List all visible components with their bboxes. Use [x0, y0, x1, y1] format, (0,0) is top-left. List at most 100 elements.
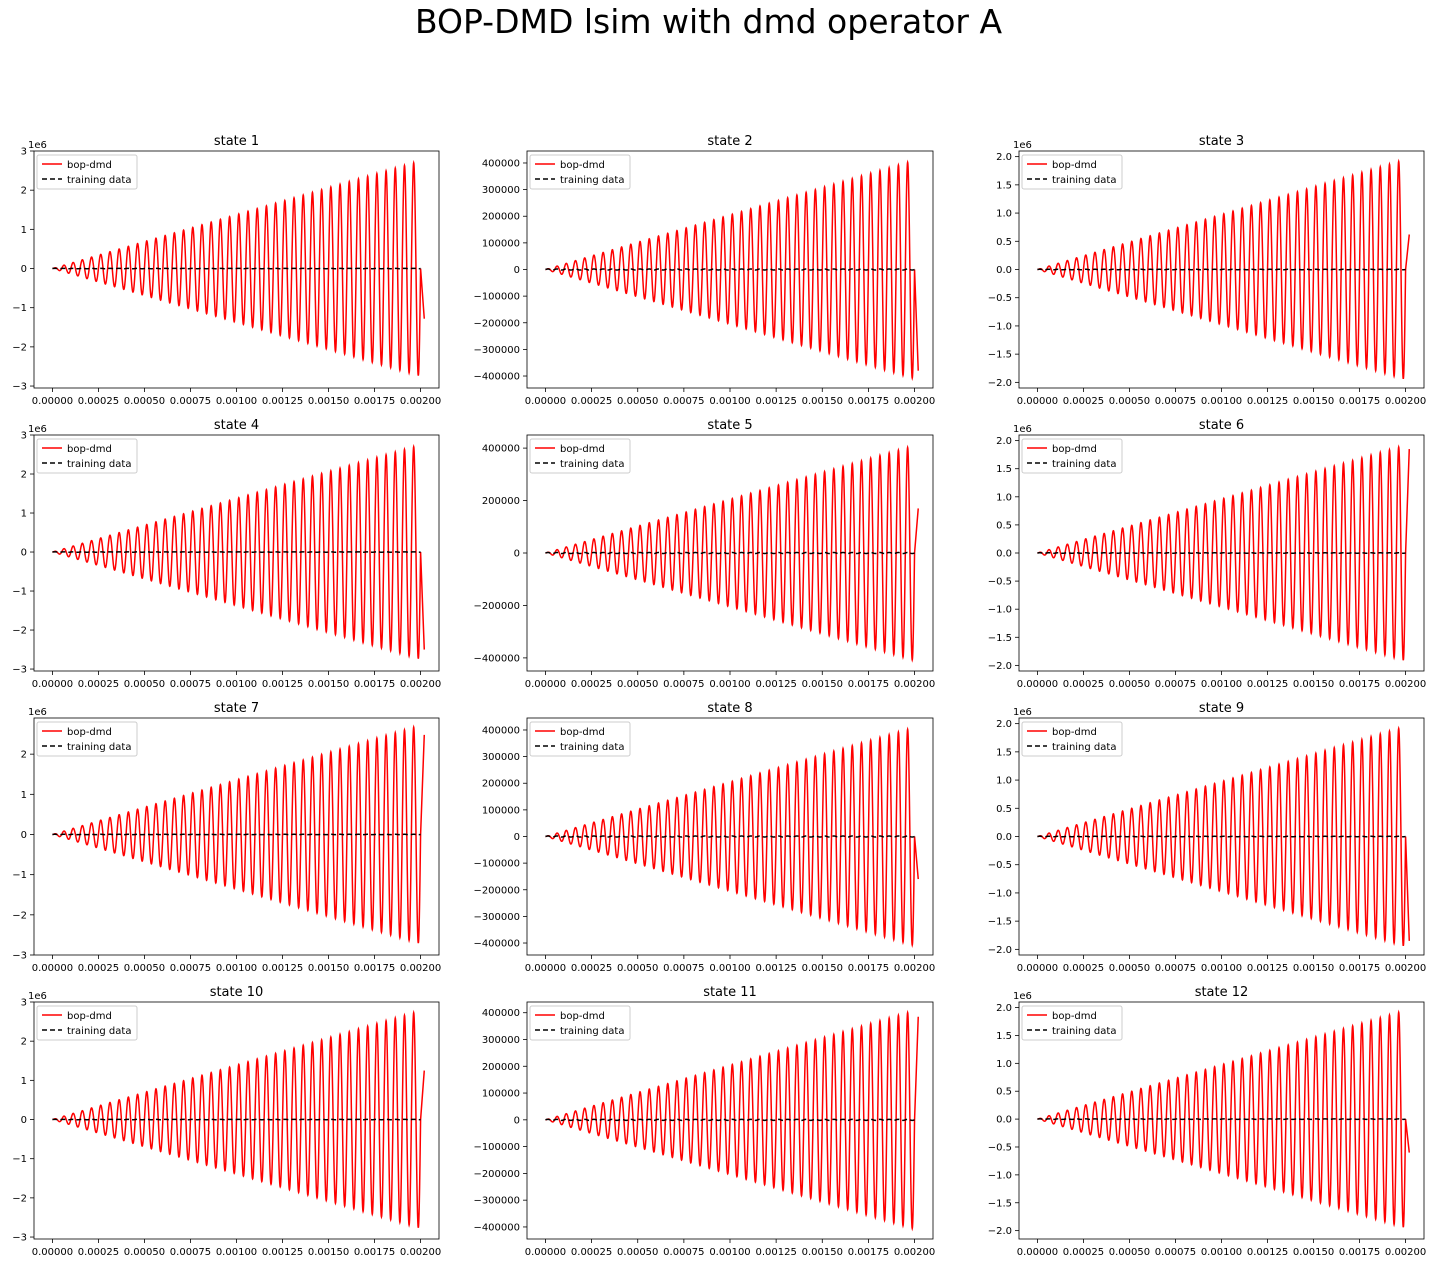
series-bop-dmd-line [1037, 158, 1411, 380]
x-tick-label: 0.00000 [1017, 963, 1058, 974]
x-tick-label: 0.00125 [1247, 396, 1288, 407]
x-tick-label: 0.00200 [894, 679, 935, 690]
y-tick-label: 2.0 [996, 719, 1012, 730]
y-scale-label: 1e6 [1013, 707, 1032, 718]
y-tick-label: 3 [21, 431, 27, 442]
y-tick-label: −400000 [473, 1222, 520, 1233]
x-tick-label: 0.00075 [170, 679, 211, 690]
subplot-title: state 6 [1199, 418, 1244, 433]
y-tick-label: 0.0 [996, 1115, 1012, 1126]
x-tick-label: 0.00200 [1385, 396, 1426, 407]
x-tick-label: 0.00100 [1201, 963, 1242, 974]
y-tick-label: −1.0 [988, 1170, 1012, 1181]
y-tick-label: 0 [514, 265, 520, 276]
y-scale-label: 1e6 [28, 424, 47, 435]
y-tick-label: −100000 [473, 292, 520, 303]
y-tick-label: 1 [21, 1076, 27, 1087]
y-tick-label: 100000 [482, 805, 520, 816]
y-tick-label: −1.5 [988, 350, 1012, 361]
legend: bop-dmd training data [529, 438, 631, 474]
legend-label-bop-dmd: bop-dmd [67, 727, 112, 738]
y-tick-label: −2.0 [988, 378, 1012, 389]
subplot-5: state 5 0.00000 0.00025 0.00050 0.00075 0.001… [473, 418, 935, 690]
x-tick-label: 0.00000 [525, 679, 566, 690]
axes-frame [33, 434, 440, 672]
x-tick-label: 0.00200 [1385, 963, 1426, 974]
legend: bop-dmd training data [1021, 1005, 1123, 1041]
y-tick-label: −0.5 [988, 293, 1012, 304]
y-tick-label: 1 [21, 225, 27, 236]
legend-label-training-data: training data [67, 742, 131, 753]
y-tick-label: 0.0 [996, 832, 1012, 843]
subplot-7: state 7 1e6 0.00000 0.00025 0.00050 0.00075 0.… [12, 701, 441, 974]
y-tick-label: 400000 [482, 158, 520, 169]
subplot-4: state 4 1e6 0.00000 0.00025 0.00050 0.00075 0.… [12, 418, 441, 690]
axes-frame [33, 150, 440, 389]
y-tick-label: 2.0 [996, 436, 1012, 447]
x-tick-label: 0.00200 [1385, 1247, 1426, 1258]
legend-label-training-data: training data [1052, 1026, 1116, 1037]
y-tick-label: −200000 [473, 318, 520, 329]
subplot-title: state 8 [707, 701, 752, 716]
y-tick-label: 1.5 [996, 747, 1012, 758]
legend: bop-dmd training data [1021, 154, 1123, 190]
y-tick-label: 400000 [482, 1008, 520, 1019]
x-tick-label: 0.00000 [1017, 1247, 1058, 1258]
x-tick-label: 0.00075 [1155, 1247, 1196, 1258]
legend: bop-dmd training data [1021, 438, 1123, 474]
x-tick-label: 0.00025 [78, 396, 119, 407]
y-tick-label: 0 [514, 549, 520, 560]
x-tick-label: 0.00150 [802, 396, 843, 407]
x-tick-label: 0.00050 [617, 396, 658, 407]
series-bop-dmd-line [545, 159, 919, 381]
y-tick-label: 1.0 [996, 209, 1012, 220]
axes-frame [526, 434, 934, 672]
x-tick-label: 0.00075 [170, 396, 211, 407]
y-tick-label: −1 [12, 1154, 27, 1165]
y-tick-label: −0.5 [988, 1142, 1012, 1153]
y-tick-label: −2.0 [988, 1226, 1012, 1237]
x-tick-label: 0.00100 [216, 1247, 257, 1258]
x-tick-label: 0.00000 [525, 1247, 566, 1258]
x-tick-label: 0.00075 [663, 1247, 704, 1258]
y-tick-label: 100000 [482, 1089, 520, 1100]
y-tick-label: 0 [21, 830, 27, 841]
x-tick-label: 0.00100 [1201, 396, 1242, 407]
x-tick-label: 0.00000 [525, 963, 566, 974]
subplot-title: state 12 [1195, 985, 1249, 1000]
x-tick-label: 0.00050 [124, 396, 165, 407]
x-tick-label: 0.00050 [1109, 1247, 1150, 1258]
y-tick-label: 1 [21, 790, 27, 801]
y-tick-label: −2.0 [988, 661, 1012, 672]
y-tick-label: −1.5 [988, 917, 1012, 928]
x-tick-label: 0.00175 [1339, 963, 1380, 974]
x-tick-label: 0.00175 [848, 679, 889, 690]
x-tick-label: 0.00125 [1247, 1247, 1288, 1258]
legend-label-bop-dmd: bop-dmd [1052, 160, 1097, 171]
x-tick-label: 0.00050 [617, 1247, 658, 1258]
legend: bop-dmd training data [529, 154, 631, 190]
y-scale-label: 1e6 [28, 707, 47, 718]
legend: bop-dmd training data [36, 1005, 138, 1041]
series-bop-dmd-line [545, 444, 919, 663]
y-tick-label: 100000 [482, 238, 520, 249]
subplot-title: state 10 [210, 985, 264, 1000]
y-tick-label: −1.0 [988, 321, 1012, 332]
x-tick-label: 0.00025 [571, 1247, 612, 1258]
x-tick-label: 0.00100 [1201, 1247, 1242, 1258]
y-tick-label: −2 [12, 1193, 27, 1204]
y-tick-label: 300000 [482, 1035, 520, 1046]
x-tick-label: 0.00075 [663, 963, 704, 974]
y-tick-label: 1.5 [996, 180, 1012, 191]
x-tick-label: 0.00175 [354, 396, 395, 407]
x-tick-label: 0.00125 [262, 396, 303, 407]
x-tick-label: 0.00175 [848, 396, 889, 407]
x-tick-label: 0.00100 [1201, 679, 1242, 690]
axes-frame [1018, 717, 1425, 956]
subplot-8: state 8 0.00000 0.00025 0.00050 0.00075 0.001… [473, 701, 935, 974]
x-tick-label: 0.00200 [400, 1247, 441, 1258]
y-tick-label: −1.5 [988, 1198, 1012, 1209]
series-bop-dmd-line [1037, 1009, 1411, 1228]
legend-label-training-data: training data [67, 1026, 131, 1037]
